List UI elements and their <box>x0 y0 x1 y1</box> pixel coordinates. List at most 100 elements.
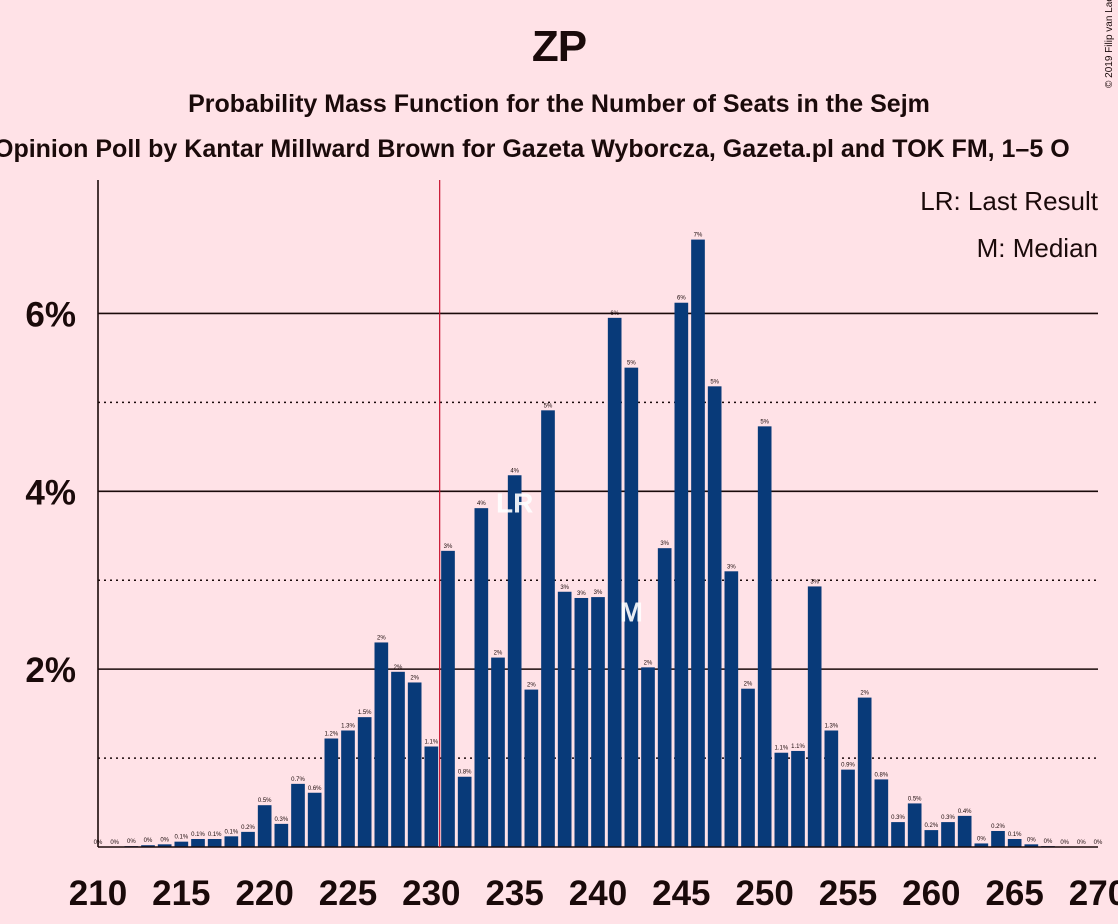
bar-value-label: 6% <box>677 296 686 302</box>
bar-value-label: 0% <box>1044 839 1053 845</box>
bar-value-label: 0.4% <box>958 809 972 815</box>
bars <box>124 239 1055 847</box>
bar-value-label: 3% <box>560 585 569 591</box>
bar-value-label: 2% <box>494 651 503 657</box>
x-tick-label: 255 <box>819 874 877 913</box>
bar-value-label: 2% <box>377 635 386 641</box>
bar-value-label: 3% <box>444 544 453 550</box>
bar <box>1024 844 1039 847</box>
bar-value-label: 0% <box>1094 840 1103 846</box>
bar <box>641 667 655 847</box>
bar <box>791 750 805 847</box>
bar-value-label: 4% <box>510 468 519 474</box>
bar-value-label: 5% <box>627 361 636 367</box>
bar <box>557 591 572 847</box>
legend-entry: M: Median <box>977 233 1098 263</box>
bar-value-label: 0.8% <box>874 772 888 778</box>
bar <box>724 571 739 847</box>
y-tick-label: 6% <box>25 295 76 334</box>
poll-description: Opinion Poll by Kantar Millward Brown fo… <box>0 135 1070 163</box>
bar-value-label: 0.1% <box>224 829 238 835</box>
bar-value-label: 0% <box>1077 840 1086 846</box>
legend: LR: Last Result M: Median <box>920 186 1099 263</box>
bar <box>924 830 939 847</box>
bar <box>891 822 905 847</box>
bar-value-label: 0.3% <box>941 815 955 821</box>
bar <box>974 843 989 847</box>
bar-value-label: 0.1% <box>208 832 222 838</box>
bar <box>257 805 272 847</box>
x-tick-label: 215 <box>152 874 210 913</box>
bar <box>374 642 389 847</box>
bar <box>807 586 822 847</box>
bar-value-label: 0.2% <box>991 824 1005 830</box>
x-tick-label: 230 <box>402 874 460 913</box>
bar-value-label: 0.1% <box>174 835 188 841</box>
bar <box>224 836 239 847</box>
bar <box>1007 838 1022 847</box>
bar-value-label: 0% <box>110 840 119 846</box>
bar-value-label: 0.1% <box>191 832 205 838</box>
bar-value-label: 0.3% <box>274 817 288 823</box>
bar-value-label: 0.5% <box>258 798 272 804</box>
bar <box>457 776 472 847</box>
bar-value-label: 0.6% <box>308 786 322 792</box>
bar <box>407 682 422 847</box>
bar-value-label: 1.1% <box>424 740 438 746</box>
bar-value-label: 0% <box>144 838 153 844</box>
markers: LR M <box>439 180 643 847</box>
bar <box>441 550 455 847</box>
axes: 2% 4% 6% 210 215 220 225 230 235 240 245 250 255 260 2… <box>25 180 1118 913</box>
bar <box>874 779 889 847</box>
bar <box>657 548 672 847</box>
x-tick-label: 240 <box>569 874 627 913</box>
bar-value-label: 1.1% <box>791 744 805 750</box>
bar-value-label: 6% <box>610 311 619 317</box>
bar <box>241 831 255 847</box>
x-tick-label: 225 <box>319 874 377 913</box>
bar-value-label: 5% <box>760 419 769 425</box>
bar-value-label: 2% <box>527 683 536 689</box>
bar <box>691 239 705 847</box>
bar <box>957 815 972 847</box>
bar-value-label: 1.3% <box>824 723 838 729</box>
bar-value-label: 0% <box>977 836 986 842</box>
bar <box>591 597 605 847</box>
bar-value-label: 2% <box>644 660 653 666</box>
bar-value-label: 0% <box>160 837 169 843</box>
bar-value-label: 0.2% <box>924 823 938 829</box>
chart-title: ZP <box>531 22 587 71</box>
bar-value-label: 1.3% <box>341 723 355 729</box>
bar-value-label: 0.5% <box>908 796 922 802</box>
bar <box>324 738 339 847</box>
bar <box>757 426 772 847</box>
bar-value-label: 3% <box>727 564 736 570</box>
bar-value-label: 0.9% <box>841 763 855 769</box>
bar <box>341 730 355 847</box>
bar <box>624 367 639 847</box>
bar <box>174 841 189 847</box>
x-tick-label: 235 <box>485 874 543 913</box>
bar-value-label: 0.7% <box>291 777 305 783</box>
bar-value-label: 5% <box>544 403 553 409</box>
legend-entry: LR: Last Result <box>920 186 1099 216</box>
bar <box>907 803 922 847</box>
bar-value-label: 5% <box>710 379 719 385</box>
bar <box>191 838 205 847</box>
bar <box>841 769 855 847</box>
bar-value-label: 2% <box>860 691 869 697</box>
bar <box>474 508 489 847</box>
bar <box>741 688 755 847</box>
bar-value-label: 1.5% <box>358 710 372 716</box>
bar <box>674 302 689 847</box>
bar-value-label: 0% <box>1027 837 1036 843</box>
bar <box>307 792 322 847</box>
bar <box>524 689 539 847</box>
bar-value-label: 2% <box>744 682 753 688</box>
bar-value-label: 0% <box>127 839 136 845</box>
x-tick-label: 210 <box>69 874 127 913</box>
bar-value-label: 1.2% <box>324 732 338 738</box>
bar <box>207 838 222 847</box>
bar <box>941 822 955 847</box>
